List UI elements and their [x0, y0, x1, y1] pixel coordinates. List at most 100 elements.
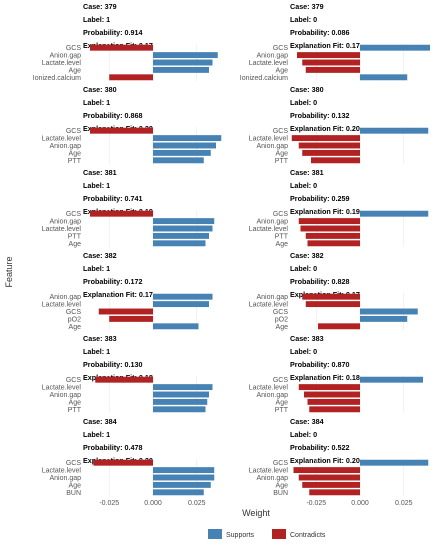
- bar: [305, 66, 360, 73]
- feature-label: PTT: [68, 233, 82, 240]
- facet-header: Case: 380: [290, 85, 324, 94]
- facet-header: Probability: 0.914: [83, 28, 143, 37]
- feature-label: Age: [69, 399, 82, 406]
- bar: [360, 459, 429, 466]
- feature-label: GCS: [273, 45, 289, 52]
- bar: [153, 398, 208, 405]
- x-tick-label: -0.025: [306, 500, 326, 507]
- feature-label: Lactate.level: [249, 302, 289, 309]
- feature-label: Age: [69, 324, 82, 331]
- bar: [153, 142, 216, 149]
- feature-label: Anion.gap: [49, 475, 81, 482]
- feature-label: Ionized.calcium: [33, 75, 81, 82]
- bar: [302, 59, 360, 66]
- facet-header: Probability: 0.478: [83, 443, 143, 452]
- bar: [90, 210, 153, 217]
- feature-label: Anion.gap: [256, 475, 288, 482]
- legend-label: Contradicts: [290, 532, 326, 539]
- facet-header: Label: 1: [83, 98, 110, 107]
- feature-label: PTT: [68, 158, 82, 165]
- feature-label: Age: [276, 241, 289, 248]
- bar: [153, 301, 209, 308]
- feature-label: BUN: [66, 490, 81, 497]
- facet-header: Case: 382: [290, 251, 324, 260]
- feature-label: Anion.gap: [49, 53, 81, 60]
- bar: [153, 135, 222, 142]
- feature-label: Age: [69, 150, 82, 157]
- facet-header: Case: 384: [83, 417, 117, 426]
- feature-label: Anion.gap: [49, 219, 81, 226]
- bar: [298, 384, 360, 391]
- x-tick-label: 0.025: [395, 500, 413, 507]
- feature-label: Age: [276, 399, 289, 406]
- bar: [153, 59, 213, 66]
- bar: [153, 149, 211, 156]
- facet-header: Case: 379: [290, 2, 324, 11]
- feature-label: GCS: [66, 45, 82, 52]
- bar: [98, 308, 153, 315]
- facet-header: Explanation Fit: 0.19: [290, 207, 360, 216]
- facet-header: Case: 381: [290, 168, 324, 177]
- x-tick-label: 0.025: [188, 500, 206, 507]
- bar: [90, 44, 153, 51]
- facet-header: Probability: 0.868: [83, 111, 143, 120]
- facet-header: Explanation Fit: 0.18: [290, 373, 360, 382]
- facet-header: Case: 381: [83, 168, 117, 177]
- bar: [153, 232, 209, 239]
- facet-header: Probability: 0.132: [290, 111, 350, 120]
- feature-label: Lactate.level: [42, 60, 82, 67]
- feature-label: GCS: [66, 460, 82, 467]
- facet-header: Explanation Fit: 0.17: [83, 290, 153, 299]
- bar: [307, 240, 360, 247]
- feature-label: pO2: [68, 316, 81, 323]
- feature-label: GCS: [273, 377, 289, 384]
- bar: [304, 391, 360, 398]
- facet-header: Case: 383: [290, 334, 324, 343]
- facet-header: Explanation Fit: 0.20: [290, 124, 360, 133]
- feature-label: Age: [276, 67, 289, 74]
- bar: [153, 240, 206, 247]
- bar: [305, 301, 360, 308]
- bar: [153, 474, 215, 481]
- feature-label: PTT: [275, 158, 289, 165]
- feature-label: GCS: [66, 128, 82, 135]
- bar: [298, 218, 360, 225]
- bar: [153, 489, 204, 496]
- facet-header: Probability: 0.741: [83, 194, 143, 203]
- x-tick-label: -0.025: [99, 500, 119, 507]
- feature-label: GCS: [273, 309, 289, 316]
- facet-header: Label: 0: [290, 15, 317, 24]
- feature-label: GCS: [66, 309, 82, 316]
- feature-label: Age: [69, 67, 82, 74]
- facet-header: Probability: 0.259: [290, 194, 350, 203]
- bar: [360, 127, 429, 134]
- feature-label: Lactate.level: [249, 226, 289, 233]
- facet-header: Label: 1: [83, 430, 110, 439]
- bar: [302, 149, 360, 156]
- bar: [298, 474, 360, 481]
- bar: [153, 323, 199, 330]
- bar: [309, 489, 360, 496]
- facet-header: Label: 1: [83, 264, 110, 273]
- bar: [309, 406, 360, 413]
- bar: [153, 467, 215, 474]
- facet-header: Label: 0: [290, 430, 317, 439]
- feature-label: Anion.gap: [256, 392, 288, 399]
- facet-header: Probability: 0.086: [290, 28, 350, 37]
- bar: [153, 225, 213, 232]
- facet-header: Probability: 0.172: [83, 277, 143, 286]
- bar: [95, 376, 153, 383]
- facet-header: Label: 1: [83, 347, 110, 356]
- x-axis-label: Weight: [242, 508, 270, 518]
- bar: [298, 142, 360, 149]
- feature-label: Age: [276, 150, 289, 157]
- feature-label: Lactate.level: [42, 385, 82, 392]
- bar: [360, 308, 418, 315]
- feature-label: pO2: [275, 316, 288, 323]
- feature-label: PTT: [68, 407, 82, 414]
- feature-label: Lactate.level: [249, 60, 289, 67]
- feature-label: Lactate.level: [42, 136, 82, 143]
- feature-label: GCS: [273, 460, 289, 467]
- bar: [153, 293, 213, 300]
- feature-label: Age: [69, 482, 82, 489]
